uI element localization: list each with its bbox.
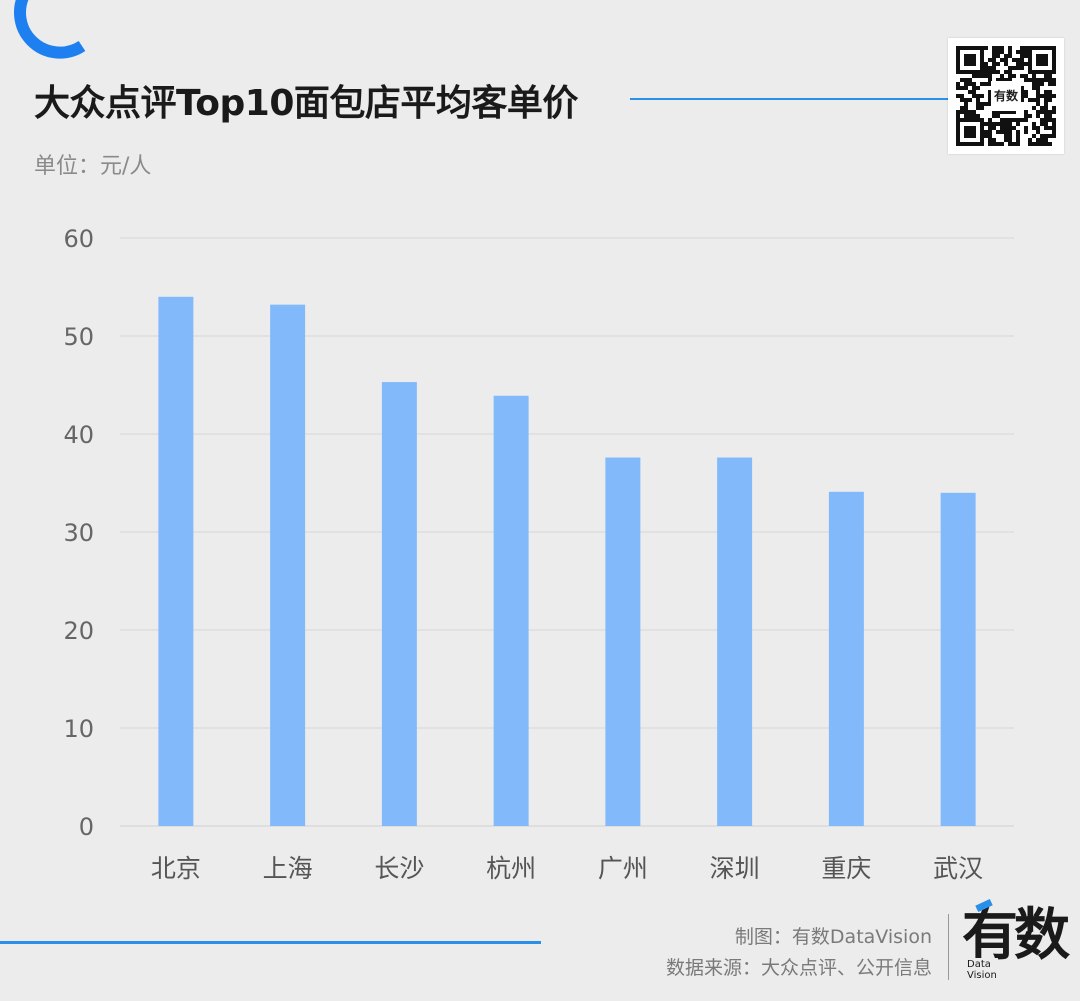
y-tick-label: 10 xyxy=(63,715,94,743)
footer-credit: 制图：有数DataVision xyxy=(734,926,932,948)
x-tick-label: 重庆 xyxy=(821,854,871,883)
bar xyxy=(828,491,864,826)
y-tick-label: 60 xyxy=(63,225,94,253)
logo-subtext: Data Vision xyxy=(966,958,998,982)
x-tick-label: 武汉 xyxy=(933,854,983,883)
bar xyxy=(717,457,753,826)
y-tick-label: 30 xyxy=(63,519,94,547)
bar xyxy=(605,457,641,826)
bar-chart: 0 10 20 30 40 50 60 北京 上海 长沙 杭州 广州 深圳 重庆 武汉 xyxy=(63,225,1014,883)
x-tick-label: 广州 xyxy=(598,854,648,883)
footer-separator xyxy=(948,914,949,980)
bar xyxy=(158,296,194,826)
corner-arc-decoration xyxy=(14,0,86,59)
y-tick-label: 0 xyxy=(79,813,94,841)
x-tick-label: 长沙 xyxy=(374,854,424,883)
y-tick-label: 50 xyxy=(63,323,94,351)
y-tick-label: 20 xyxy=(63,617,94,645)
logo-subtext-top: Data xyxy=(967,959,991,970)
bottom-accent-line xyxy=(0,941,541,944)
chart-title: 大众点评Top10面包店平均客单价 xyxy=(34,83,578,124)
title-divider-line xyxy=(630,98,950,100)
footer: 制图：有数DataVision 数据来源：大众点评、公开信息 xyxy=(666,922,932,984)
qr-logo: 有数 xyxy=(991,81,1021,111)
unit-label: 单位：元/人 xyxy=(34,154,152,179)
x-tick-label: 上海 xyxy=(263,854,313,883)
footer-source: 数据来源：大众点评、公开信息 xyxy=(665,957,932,979)
x-tick-label: 杭州 xyxy=(486,854,536,883)
logo-subtext-bottom: Vision xyxy=(967,970,997,981)
logo-wordmark: 有数 xyxy=(962,903,1070,968)
bar xyxy=(381,382,417,826)
x-tick-label: 北京 xyxy=(151,854,201,883)
brand-logo: 有数 Data Vision xyxy=(962,896,1072,996)
bar xyxy=(493,395,529,826)
x-tick-label: 深圳 xyxy=(710,854,760,883)
qr-code[interactable]: 有数 xyxy=(948,38,1064,154)
y-tick-label: 40 xyxy=(63,421,94,449)
bar xyxy=(270,304,306,826)
bar xyxy=(940,492,976,826)
